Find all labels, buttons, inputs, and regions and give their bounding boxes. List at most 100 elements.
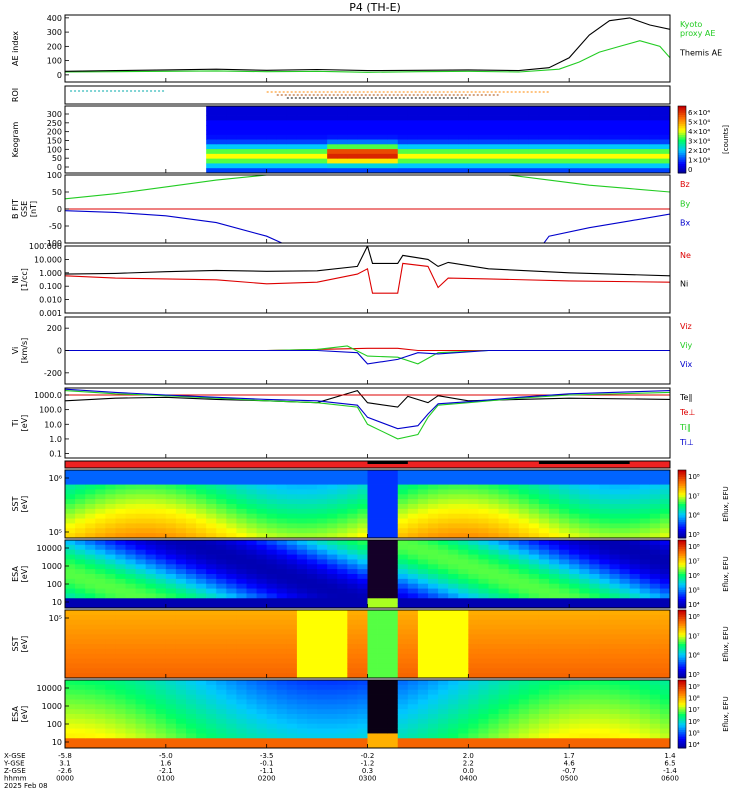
heat-cell-sst_i bbox=[448, 470, 459, 476]
heat-cell-esa_i bbox=[317, 603, 328, 609]
heat-cell-sst_i bbox=[125, 474, 136, 481]
heat-cell-sst_e bbox=[196, 653, 207, 659]
heat-cell-esa_i bbox=[498, 540, 510, 546]
heat-cell-esa_e bbox=[347, 680, 358, 686]
heat-cell-keogram bbox=[216, 149, 227, 155]
heat-cell-esa_e bbox=[236, 680, 247, 686]
heat-cell-esa_i bbox=[377, 554, 389, 560]
heat-cell-sst_e bbox=[619, 658, 631, 664]
heat-cell-sst_e bbox=[347, 629, 358, 635]
heat-cell-keogram bbox=[266, 120, 278, 126]
heat-cell-sst_e bbox=[115, 614, 126, 621]
heat-cell-esa_e bbox=[95, 728, 106, 734]
heat-cell-keogram bbox=[478, 149, 489, 155]
heat-cell-esa_e bbox=[206, 738, 217, 744]
heat-cell-sst_e bbox=[589, 619, 600, 625]
heat-cell-sst_e bbox=[599, 658, 610, 664]
heat-cell-esa_i bbox=[448, 564, 459, 570]
heat-cell-sst_i bbox=[337, 484, 348, 490]
heat-cell-sst_i bbox=[226, 474, 237, 481]
heat-cell-esa_i bbox=[468, 583, 479, 589]
heat-cell-esa_i bbox=[639, 540, 651, 546]
heat-cell-esa_e bbox=[438, 728, 449, 734]
heat-cell-esa_i bbox=[619, 540, 631, 546]
heat-cell-sst_e bbox=[307, 648, 318, 655]
heat-cell-sst_i bbox=[65, 528, 76, 534]
heat-cell-esa_e bbox=[307, 733, 318, 739]
heat-cell-sst_i bbox=[145, 528, 157, 534]
heat-cell-esa_e bbox=[186, 699, 197, 705]
heat-cell-sst_e bbox=[206, 658, 217, 664]
heat-cell-keogram bbox=[387, 139, 399, 145]
heat-cell-sst_e bbox=[428, 629, 439, 635]
heat-cell-esa_e bbox=[186, 738, 197, 744]
heat-cell-sst_e bbox=[125, 610, 136, 616]
heat-cell-esa_i bbox=[428, 564, 439, 570]
heat-cell-sst_e bbox=[468, 648, 479, 655]
colorbar-cell-esa_e-7 bbox=[678, 695, 686, 699]
heat-cell-sst_e bbox=[498, 648, 510, 655]
heat-cell-esa_e bbox=[75, 694, 86, 700]
heat-cell-keogram bbox=[649, 149, 661, 155]
heat-cell-esa_i bbox=[327, 578, 338, 585]
heat-cell-sst_i bbox=[508, 533, 520, 539]
heat-cell-esa_e bbox=[85, 743, 96, 749]
heat-cell-keogram bbox=[307, 144, 318, 150]
heat-cell-sst_e bbox=[417, 619, 429, 625]
heat-cell-esa_i bbox=[448, 588, 459, 594]
heat-cell-esa_e bbox=[65, 743, 76, 749]
heat-cell-sst_i bbox=[125, 494, 136, 500]
heat-cell-keogram bbox=[488, 115, 499, 121]
heat-cell-sst_e bbox=[639, 619, 651, 625]
heat-cell-keogram bbox=[589, 149, 600, 155]
heat-cell-esa_e bbox=[579, 689, 590, 695]
heat-cell-esa_i bbox=[266, 554, 278, 560]
heat-cell-esa_e bbox=[377, 728, 389, 734]
heat-cell-esa_e bbox=[145, 694, 157, 700]
heat-cell-keogram bbox=[296, 125, 308, 131]
heat-cell-sst_i bbox=[549, 508, 560, 515]
heat-cell-esa_i bbox=[417, 603, 429, 609]
heat-cell-sst_i bbox=[538, 523, 550, 529]
heat-cell-sst_e bbox=[579, 644, 590, 650]
heat-cell-esa_i bbox=[377, 603, 389, 609]
heat-cell-keogram bbox=[246, 110, 257, 116]
heat-cell-esa_i bbox=[387, 559, 399, 565]
heat-cell-sst_i bbox=[266, 518, 278, 524]
heat-cell-keogram bbox=[407, 144, 419, 150]
heat-cell-sst_e bbox=[407, 658, 419, 664]
colorbar-cell-sst_e-9 bbox=[678, 630, 686, 634]
heat-cell-esa_e bbox=[256, 709, 268, 715]
heat-cell-sst_i bbox=[528, 489, 540, 495]
heat-cell-keogram bbox=[498, 120, 510, 126]
heat-cell-esa_i bbox=[75, 588, 86, 594]
heat-cell-keogram bbox=[639, 134, 651, 140]
heat-cell-sst_i bbox=[347, 508, 358, 515]
heat-cell-sst_e bbox=[458, 663, 469, 669]
heat-cell-esa_e bbox=[347, 689, 358, 695]
legend-temperature-2-0: Ti∥ bbox=[679, 423, 691, 432]
heat-cell-keogram bbox=[266, 144, 278, 150]
heat-cell-esa_e bbox=[296, 689, 308, 695]
heat-cell-sst_e bbox=[407, 624, 419, 630]
heat-cell-esa_e bbox=[559, 738, 570, 744]
heat-cell-esa_e bbox=[105, 699, 116, 705]
heat-cell-sst_i bbox=[579, 484, 590, 490]
footer-value-1-6: 6.5 bbox=[664, 760, 675, 768]
heat-cell-esa_e bbox=[569, 738, 580, 744]
heat-cell-keogram bbox=[518, 110, 530, 116]
heat-cell-esa_i bbox=[589, 549, 600, 555]
heat-cell-sst_i bbox=[468, 479, 479, 485]
heat-cell-keogram bbox=[518, 125, 530, 131]
heat-cell-keogram bbox=[206, 125, 217, 131]
heat-cell-sst_e bbox=[266, 644, 278, 650]
heat-cell-sst_e bbox=[256, 614, 268, 621]
heat-cell-sst_i bbox=[629, 470, 641, 476]
heat-cell-sst_i bbox=[458, 489, 469, 495]
heat-cell-sst_e bbox=[579, 648, 590, 655]
heat-cell-keogram bbox=[468, 153, 479, 160]
heat-cell-esa_e bbox=[619, 680, 631, 686]
heat-cell-sst_i bbox=[175, 489, 187, 495]
heat-cell-sst_e bbox=[226, 658, 237, 664]
heat-cell-sst_i bbox=[296, 470, 308, 476]
